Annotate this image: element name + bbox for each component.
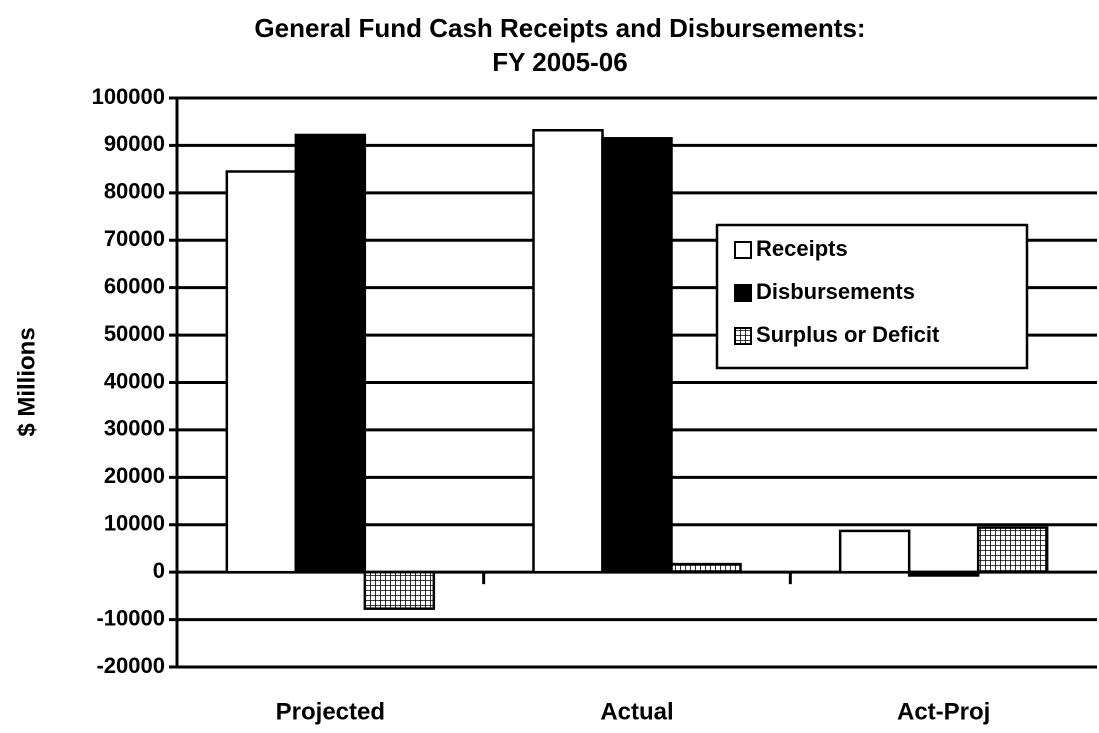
legend-label: Surplus or Deficit [756,322,940,347]
y-tick-label: 20000 [104,463,165,488]
y-tick-label: 60000 [104,273,165,298]
y-tick-label: 80000 [104,179,165,204]
y-tick-label: 50000 [104,321,165,346]
y-tick-label: 10000 [104,511,165,536]
y-tick-label: 30000 [104,416,165,441]
bar [838,529,911,574]
x-tick-label: Projected [276,698,385,725]
y-axis-label: $ Millions [13,327,40,436]
bar [601,137,673,574]
x-tick-label: Actual [600,698,673,725]
y-tick-label: 100000 [92,84,165,109]
legend-label: Disbursements [756,279,915,304]
chart-subtitle: FY 2005-06 [492,47,627,77]
y-tick-label: 40000 [104,368,165,393]
legend-swatch [734,241,752,259]
bar [225,170,298,574]
y-tick-label: 90000 [104,131,165,156]
legend-box [715,223,1029,370]
legend-label: Receipts [756,236,848,261]
legend-swatch [734,327,752,345]
x-tick-label: Act-Proj [897,698,990,725]
y-tick-label: 70000 [104,226,165,251]
bar [532,128,604,574]
bar [294,133,367,574]
y-tick-label: -10000 [96,605,165,630]
bar [363,570,436,610]
legend-swatch [734,284,752,302]
y-tick-label: -20000 [96,653,165,678]
bar [976,526,1049,574]
chart-title: General Fund Cash Receipts and Disbursem… [254,13,865,43]
y-tick-label: 0 [153,558,165,583]
bar [907,570,980,577]
bar [670,562,742,574]
